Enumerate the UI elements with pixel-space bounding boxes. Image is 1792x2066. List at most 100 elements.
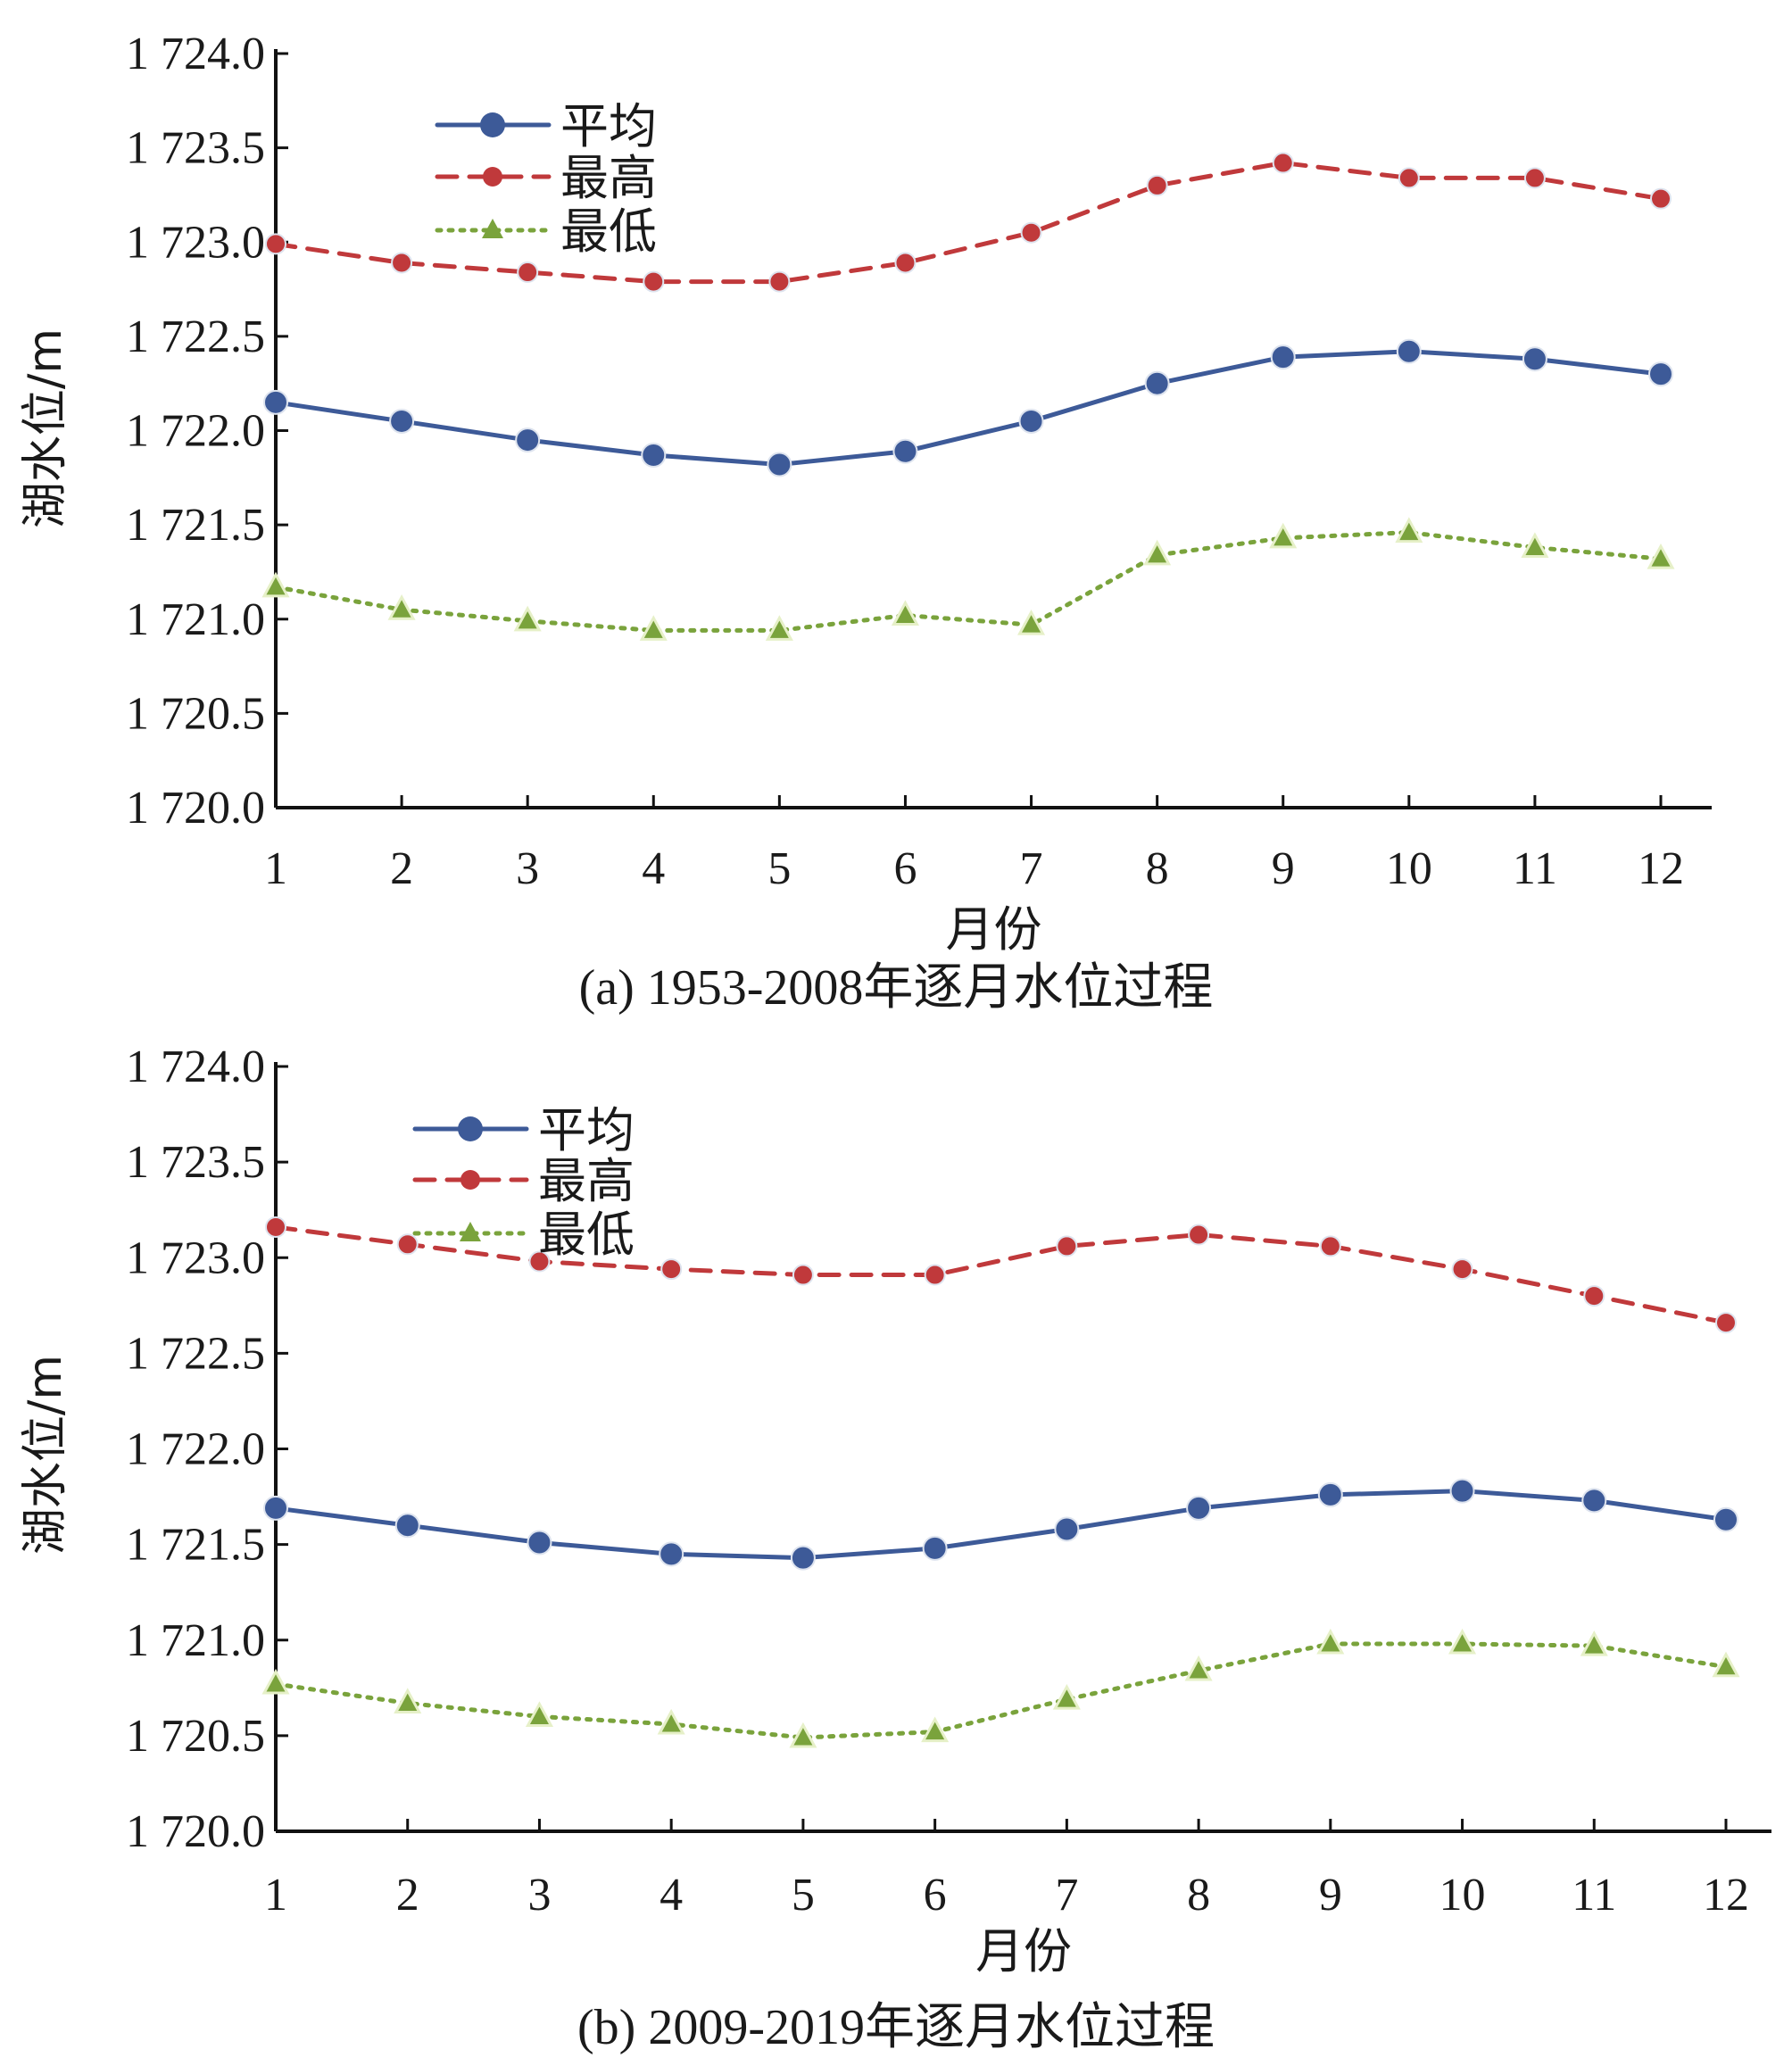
data-point-marker — [1316, 1628, 1345, 1655]
x-tick-label: 3 — [527, 1870, 551, 1921]
chart-panel-b: 1 720.0 1 720.5 1 721.0 1 721.5 1 722.0 1 722… — [19, 1041, 1771, 2055]
data-point-marker — [391, 252, 413, 274]
x-tick-label: 6 — [893, 843, 917, 894]
x-axis-title: 月份 — [946, 901, 1042, 958]
data-point-marker — [265, 1216, 286, 1238]
data-point-marker — [1317, 1481, 1343, 1507]
x-axis-title: 月份 — [975, 1923, 1072, 1979]
data-point-marker — [1143, 539, 1172, 566]
data-point-marker — [1398, 167, 1420, 189]
data-point-marker — [789, 1722, 817, 1748]
legend-label: 最低 — [560, 203, 657, 260]
data-point-marker — [263, 389, 288, 415]
legend-label: 最高 — [538, 1153, 635, 1209]
data-point-marker — [924, 1264, 946, 1286]
series-line-2 — [273, 530, 1663, 633]
data-point-marker — [1188, 1224, 1210, 1246]
data-point-marker — [792, 1264, 814, 1286]
data-point-marker — [1583, 1285, 1605, 1307]
data-point-marker — [1144, 370, 1170, 396]
y-tick-label: 1 723.0 — [126, 217, 265, 268]
data-point-marker — [1648, 361, 1673, 387]
data-point-marker — [1647, 543, 1675, 569]
data-point-marker — [922, 1535, 948, 1561]
y-tick-label: 1 720.5 — [126, 1711, 265, 1762]
series-line-0 — [273, 1489, 1729, 1561]
data-point-marker — [1715, 1312, 1737, 1334]
data-point-marker — [515, 427, 541, 453]
data-point-marker — [1017, 609, 1046, 635]
y-tick-label: 1 720.0 — [126, 783, 265, 834]
x-tick-label: 11 — [1513, 843, 1557, 894]
x-tick-label: 8 — [1146, 843, 1169, 894]
legend-label: 最低 — [538, 1207, 635, 1263]
data-point-marker — [790, 1545, 816, 1571]
data-point-marker — [1712, 1651, 1740, 1678]
data-point-marker — [394, 1513, 420, 1539]
x-tick-label: 2 — [396, 1870, 419, 1921]
data-point-marker — [1451, 1258, 1473, 1281]
data-point-marker — [387, 594, 416, 620]
data-point-marker — [527, 1530, 552, 1556]
x-tick-label: 6 — [924, 1870, 947, 1921]
data-point-marker — [1449, 1478, 1475, 1504]
data-point-marker — [894, 252, 917, 274]
data-point-marker — [1018, 408, 1044, 434]
data-point-marker — [1522, 346, 1547, 372]
data-point-marker — [525, 1701, 553, 1727]
x-tick-label: 2 — [390, 843, 413, 894]
y-axis-title: 湖水位/m — [19, 1355, 72, 1555]
x-tick-label: 7 — [1020, 843, 1043, 894]
data-point-marker — [639, 615, 668, 641]
data-point-marker — [1020, 221, 1042, 244]
y-tick-label: 1 721.0 — [126, 594, 265, 645]
y-tick-label: 1 723.0 — [126, 1232, 265, 1283]
data-point-marker — [1269, 522, 1298, 549]
x-tick-label: 4 — [642, 843, 665, 894]
data-point-marker — [659, 1541, 684, 1567]
x-tick-label: 1 — [264, 1870, 287, 1921]
x-tick-label: 11 — [1572, 1870, 1616, 1921]
data-point-marker — [1054, 1516, 1080, 1542]
legend-marker — [480, 112, 505, 137]
series-line-2 — [273, 1641, 1729, 1740]
x-tick-label: 3 — [516, 843, 539, 894]
data-point-marker — [1521, 532, 1549, 558]
x-tick-label: 5 — [767, 843, 791, 894]
data-point-marker — [641, 442, 667, 468]
x-tick-label: 12 — [1638, 843, 1684, 894]
data-point-marker — [643, 270, 665, 293]
data-point-marker — [767, 452, 792, 477]
legend-marker — [460, 1170, 480, 1190]
data-point-marker — [1146, 174, 1168, 196]
data-point-marker — [513, 605, 542, 632]
x-tick-label: 9 — [1319, 1870, 1342, 1921]
x-tick-label: 9 — [1272, 843, 1295, 894]
y-tick-label: 1 721.5 — [126, 500, 265, 551]
data-point-marker — [265, 233, 286, 255]
data-point-marker — [1448, 1628, 1477, 1655]
x-tick-label: 4 — [660, 1870, 683, 1921]
y-tick-label: 1 722.5 — [126, 1328, 265, 1379]
data-point-marker — [1052, 1684, 1081, 1710]
y-tick-label: 1 724.0 — [126, 1041, 265, 1092]
data-point-marker — [261, 571, 290, 598]
data-point-marker — [765, 615, 793, 641]
legend-label: 平均 — [560, 98, 657, 154]
data-point-marker — [660, 1258, 683, 1281]
data-point-marker — [1272, 152, 1294, 174]
legend-marker — [460, 1222, 481, 1241]
data-point-marker — [389, 408, 415, 434]
y-tick-label: 1 720.5 — [126, 688, 265, 739]
data-point-marker — [657, 1708, 685, 1735]
data-point-marker — [1580, 1630, 1608, 1656]
legend-marker — [482, 219, 503, 238]
legend-marker — [483, 167, 502, 187]
data-point-marker — [1523, 167, 1546, 189]
series-line-0 — [273, 349, 1663, 468]
y-tick-label: 1 721.5 — [126, 1520, 265, 1571]
data-point-marker — [1396, 338, 1422, 364]
data-point-marker — [517, 261, 539, 284]
legend-label: 平均 — [538, 1102, 635, 1158]
